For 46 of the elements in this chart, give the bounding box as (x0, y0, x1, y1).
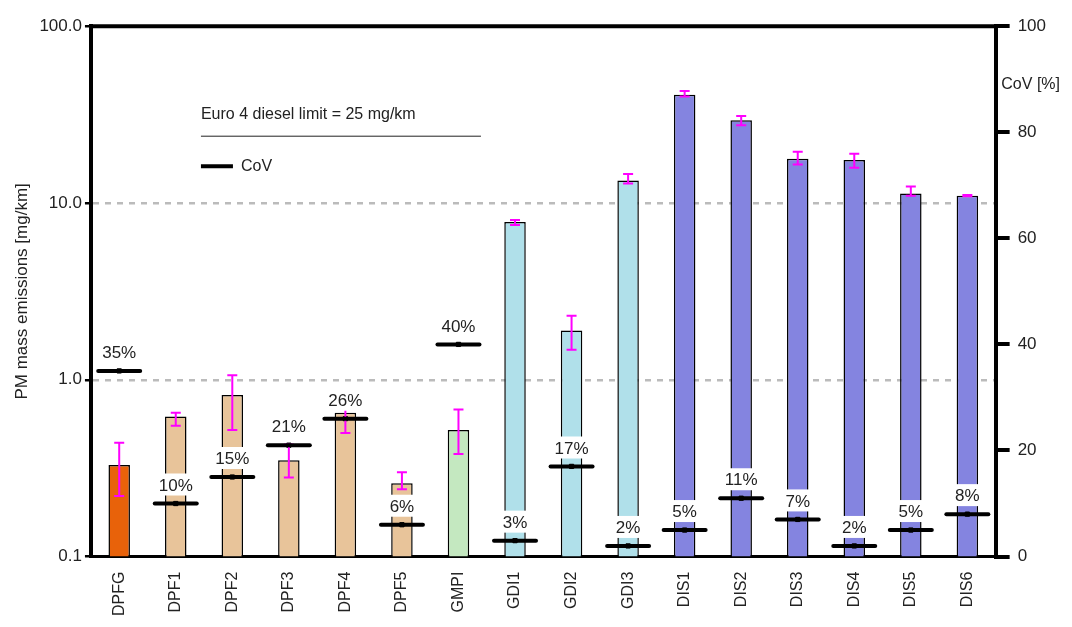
x-tick-label: GDI1 (505, 571, 523, 609)
data-label: 2% (841, 518, 867, 538)
y2-tick-label: 100 (1017, 15, 1047, 35)
y-tick-label: 0.1 (58, 546, 82, 566)
data-label: 5% (898, 502, 924, 522)
x-tick-label: DIS3 (788, 571, 806, 608)
y2-tick-label: 80 (1017, 121, 1037, 141)
data-label: 8% (955, 486, 980, 506)
y-tick-label: 10.0 (48, 192, 82, 212)
data-label: 35% (102, 343, 137, 363)
y2-tick-label: 60 (1017, 228, 1037, 248)
data-label: 21% (271, 417, 306, 437)
x-tick-label: DPF5 (392, 571, 410, 613)
y-tick-label: 100.0 (39, 15, 82, 35)
x-tick-label: DIS1 (675, 571, 693, 608)
x-tick-label: DPF2 (222, 571, 240, 613)
x-tick-label: GDI3 (618, 571, 636, 609)
data-label: 6% (389, 496, 415, 516)
data-label: 7% (785, 491, 811, 511)
x-tick-label: DPFG (109, 571, 127, 617)
y2-tick-label: 40 (1017, 334, 1037, 354)
y2-axis-title: CoV [%] (1001, 74, 1060, 92)
data-label: 5% (672, 502, 697, 522)
data-label: 3% (502, 512, 528, 532)
x-tick-label: DIS5 (901, 571, 919, 608)
y-axis-title: PM mass emissions [mg/km] (11, 183, 31, 400)
legend-label: CoV (240, 156, 273, 174)
x-tick-label: GMPI (448, 571, 466, 613)
data-label: 2% (615, 518, 641, 538)
y2-tick-label: 20 (1017, 440, 1037, 460)
x-tick-label: DPF3 (279, 571, 297, 613)
data-label: 17% (554, 438, 589, 458)
data-label: 15% (215, 449, 250, 469)
x-tick-label: DPF4 (335, 571, 353, 613)
x-tick-label: DIS2 (731, 571, 749, 608)
x-tick-label: GDI2 (561, 571, 579, 609)
data-label: 11% (724, 470, 758, 490)
x-tick-label: DIS6 (957, 571, 975, 608)
y-tick-label: 1.0 (58, 369, 82, 389)
y2-tick-label: 0 (1017, 546, 1028, 566)
data-label: 10% (158, 475, 193, 495)
data-label: 26% (328, 390, 363, 410)
x-tick-label: DIS4 (844, 571, 862, 608)
annotation: Euro 4 diesel limit = 25 mg/km (200, 104, 416, 122)
data-label: 40% (441, 316, 476, 336)
x-tick-label: DPF1 (166, 571, 184, 613)
